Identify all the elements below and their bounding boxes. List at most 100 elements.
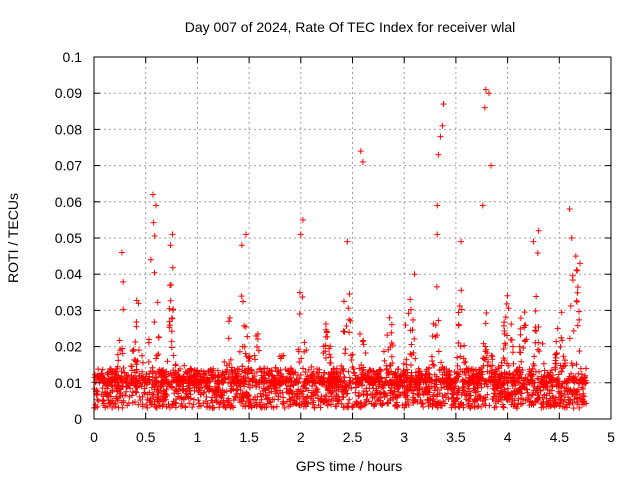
data-point: [218, 374, 225, 381]
data-point: [169, 231, 176, 238]
data-point: [576, 404, 583, 411]
data-point: [149, 364, 156, 371]
data-point: [216, 379, 223, 386]
data-point: [151, 269, 158, 276]
data-point: [127, 385, 134, 392]
data-point: [573, 298, 580, 305]
data-point: [131, 399, 138, 406]
data-point: [570, 327, 577, 334]
data-point: [223, 388, 230, 395]
data-point: [93, 392, 100, 399]
data-point: [190, 396, 197, 403]
data-point: [459, 376, 466, 383]
data-point: [439, 371, 446, 378]
data-point: [472, 389, 479, 396]
data-point: [114, 351, 121, 358]
data-point: [451, 369, 458, 376]
data-point: [255, 347, 262, 354]
data-point: [195, 388, 202, 395]
data-point: [311, 404, 318, 411]
data-point: [552, 351, 559, 358]
data-point: [166, 318, 173, 325]
data-point: [280, 400, 287, 407]
data-point: [535, 227, 542, 234]
data-point: [189, 404, 196, 411]
data-point: [538, 378, 545, 385]
data-point: [490, 378, 497, 385]
data-point: [181, 362, 188, 369]
data-point: [118, 249, 125, 256]
data-point: [275, 368, 282, 375]
data-point: [324, 402, 331, 409]
data-point: [242, 231, 249, 238]
data-point: [572, 392, 579, 399]
data-point: [558, 334, 565, 341]
data-point: [467, 405, 474, 412]
data-point: [438, 359, 445, 366]
data-point: [141, 390, 148, 397]
data-point: [327, 354, 334, 361]
data-point: [412, 355, 419, 362]
data-point: [576, 376, 583, 383]
data-point: [502, 391, 509, 398]
data-point: [569, 362, 576, 369]
data-point: [227, 387, 234, 394]
data-point: [287, 371, 294, 378]
data-point: [183, 369, 190, 376]
data-point: [151, 319, 158, 326]
data-point: [212, 378, 219, 385]
data-point: [310, 377, 317, 384]
data-point: [182, 403, 189, 410]
data-point: [251, 352, 258, 359]
data-point: [240, 298, 247, 305]
data-point: [133, 368, 140, 375]
data-point: [285, 403, 292, 410]
data-point: [200, 374, 207, 381]
data-point: [246, 353, 253, 360]
data-point: [482, 343, 489, 350]
data-point: [520, 344, 527, 351]
data-point: [435, 317, 442, 324]
data-point: [128, 392, 135, 399]
data-point: [515, 395, 522, 402]
x-tick-label: 2: [297, 429, 305, 445]
data-point: [109, 387, 116, 394]
data-point: [175, 367, 182, 374]
data-point: [132, 338, 139, 345]
data-point: [385, 371, 392, 378]
data-point: [405, 310, 412, 317]
data-point: [536, 348, 543, 355]
data-point: [242, 403, 249, 410]
data-point: [341, 328, 348, 335]
data-point: [344, 238, 351, 245]
data-point: [380, 385, 387, 392]
data-point: [118, 368, 125, 375]
y-tick-label: 0.09: [55, 85, 82, 101]
data-point: [315, 378, 322, 385]
data-point: [411, 335, 418, 342]
data-point: [431, 362, 438, 369]
data-point: [536, 383, 543, 390]
data-point: [570, 374, 577, 381]
data-point: [423, 375, 430, 382]
data-point: [384, 370, 391, 377]
data-point: [262, 386, 269, 393]
data-point: [154, 299, 161, 306]
data-point: [528, 371, 535, 378]
data-point: [95, 366, 102, 373]
data-point: [211, 404, 218, 411]
data-point: [104, 385, 111, 392]
y-tick-label: 0.1: [63, 49, 83, 65]
data-point: [154, 352, 161, 359]
data-point: [248, 404, 255, 411]
x-tick-label: 1.5: [239, 429, 259, 445]
data-point: [352, 375, 359, 382]
data-point: [502, 314, 509, 321]
data-point: [300, 393, 307, 400]
data-point: [354, 400, 361, 407]
data-point: [245, 357, 252, 364]
data-point: [317, 404, 324, 411]
data-point: [462, 358, 469, 365]
data-point: [565, 394, 572, 401]
data-point: [101, 379, 108, 386]
